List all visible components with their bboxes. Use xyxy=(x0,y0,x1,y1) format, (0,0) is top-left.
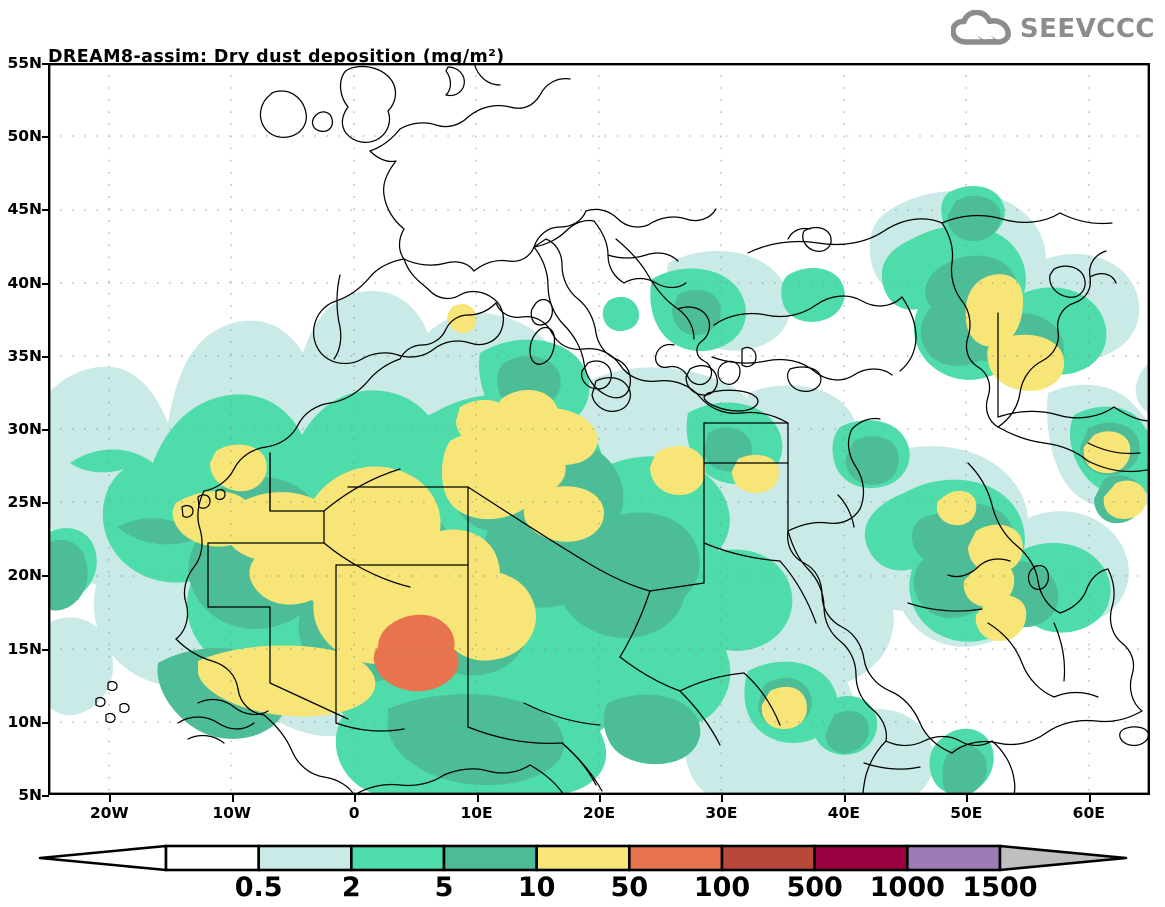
colorbar-under-cap xyxy=(38,844,168,872)
coastlines-and-borders xyxy=(95,63,1150,795)
y-tick-mark xyxy=(42,575,49,578)
colorbar-tick-label: 1000 xyxy=(869,872,945,903)
colorbar-swatch xyxy=(257,844,353,872)
y-tick-label: 15N xyxy=(7,639,42,658)
colorbar-tick-label: 5 xyxy=(434,872,454,903)
colorbar-swatch xyxy=(350,844,446,872)
y-tick-label: 30N xyxy=(7,420,42,438)
seevccc-logo: SEEVCCC xyxy=(950,10,1155,48)
y-tick-label: 45N xyxy=(7,200,42,219)
y-tick-label: 10N xyxy=(7,712,42,731)
title-line-1: DREAM8-assim: Dry dust deposition (mg/m²… xyxy=(48,47,505,67)
colorbar-over-cap xyxy=(998,844,1128,872)
y-tick-label: 5N xyxy=(18,786,42,804)
colorbar-tick-label: 0.5 xyxy=(234,872,283,903)
y-tick-mark xyxy=(42,355,49,358)
colorbar-swatch xyxy=(813,844,909,872)
x-tick-label: 30E xyxy=(705,804,738,822)
colorbar: 0.5 2 5 10 50 100 500 1000 1500 xyxy=(0,838,1165,907)
dust-deposition-map xyxy=(48,63,1150,795)
colorbar-swatch xyxy=(442,844,538,872)
x-tick-label: 50E xyxy=(950,804,983,822)
y-tick-mark xyxy=(42,795,49,797)
colorbar-tick-label: 50 xyxy=(610,872,649,903)
colorbar-swatch xyxy=(628,844,724,872)
y-tick-mark xyxy=(42,209,49,212)
x-tick-mark xyxy=(721,795,724,802)
cloud-arrow-icon xyxy=(950,10,1011,45)
y-tick-label: 50N xyxy=(7,127,42,146)
x-tick-label: 60E xyxy=(1072,804,1105,822)
logo-text: SEEVCCC xyxy=(1019,14,1155,44)
colorbar-swatch xyxy=(906,844,1002,872)
y-tick-mark xyxy=(42,63,49,65)
colorbar-tick-label: 100 xyxy=(693,872,751,903)
y-tick-mark xyxy=(42,502,49,505)
map-gridlines xyxy=(48,63,1150,795)
x-tick-mark xyxy=(599,795,601,802)
y-tick-label: 40N xyxy=(7,273,42,292)
y-tick-label: 20N xyxy=(7,566,42,585)
x-tick-mark xyxy=(231,795,234,802)
x-tick-label: 0 xyxy=(348,804,360,822)
colorbar-swatches xyxy=(38,844,1128,872)
dust-contour-fills xyxy=(48,186,1150,795)
x-tick-mark xyxy=(1088,795,1091,802)
colorbar-swatch xyxy=(720,844,816,872)
y-tick-label: 55N xyxy=(7,54,42,72)
y-tick-mark xyxy=(42,136,49,139)
x-tick-label: 20E xyxy=(582,804,616,822)
y-tick-label: 35N xyxy=(7,346,42,365)
colorbar-swatch xyxy=(164,844,260,872)
x-tick-mark xyxy=(476,795,479,802)
x-tick-label: 10W xyxy=(212,804,251,822)
x-tick-label: 40E xyxy=(827,804,860,822)
y-tick-label: 25N xyxy=(7,493,42,512)
colorbar-tick-label: 1500 xyxy=(962,872,1038,903)
colorbar-tick-label: 2 xyxy=(341,872,361,903)
x-tick-mark xyxy=(966,795,969,802)
colorbar-tick-label: 10 xyxy=(517,872,556,903)
x-tick-mark xyxy=(354,795,357,802)
y-tick-mark xyxy=(42,721,49,724)
x-tick-label: 20W xyxy=(89,804,129,822)
y-tick-mark xyxy=(42,282,49,285)
x-tick-mark xyxy=(843,795,846,802)
y-tick-mark xyxy=(42,429,49,431)
colorbar-tick-label: 500 xyxy=(786,872,843,903)
x-tick-mark xyxy=(109,795,112,802)
y-tick-mark xyxy=(42,648,49,651)
x-tick-label: 10E xyxy=(460,804,493,822)
colorbar-swatch xyxy=(535,844,631,872)
map-plot-area xyxy=(48,63,1150,795)
map-frame xyxy=(48,63,1150,795)
